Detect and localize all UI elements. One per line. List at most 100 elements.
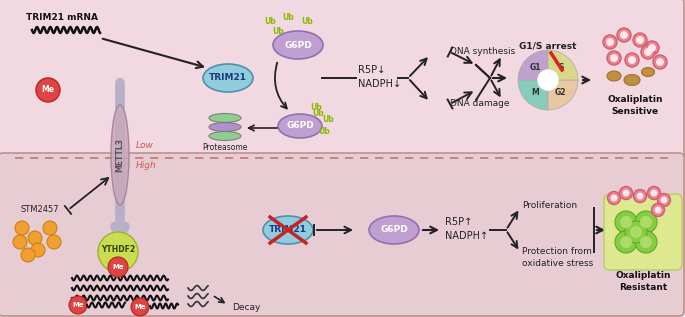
Circle shape <box>610 54 618 62</box>
Text: TRIM21: TRIM21 <box>209 74 247 82</box>
Circle shape <box>608 191 621 204</box>
Circle shape <box>658 193 671 206</box>
Text: oxidative stress: oxidative stress <box>522 258 593 268</box>
Text: Me: Me <box>134 304 146 310</box>
Text: Sensitive: Sensitive <box>612 107 658 117</box>
Circle shape <box>13 235 27 249</box>
Text: DNA synthesis: DNA synthesis <box>450 48 515 56</box>
Circle shape <box>635 231 657 253</box>
Circle shape <box>630 226 642 238</box>
Ellipse shape <box>607 71 621 81</box>
Circle shape <box>645 41 659 55</box>
Circle shape <box>651 204 664 217</box>
FancyBboxPatch shape <box>0 0 684 160</box>
Text: Ub: Ub <box>272 27 284 36</box>
Circle shape <box>648 44 656 52</box>
Circle shape <box>656 58 664 66</box>
Circle shape <box>15 221 29 235</box>
Circle shape <box>636 192 643 199</box>
Text: Resistant: Resistant <box>619 282 667 292</box>
Circle shape <box>644 48 652 56</box>
Text: DNA damage: DNA damage <box>450 100 510 108</box>
Circle shape <box>47 235 61 249</box>
Text: Me: Me <box>42 86 55 94</box>
Circle shape <box>653 55 667 69</box>
Circle shape <box>615 211 637 233</box>
Circle shape <box>36 78 60 102</box>
Circle shape <box>640 236 652 248</box>
Text: TRIM21: TRIM21 <box>269 225 307 235</box>
Circle shape <box>69 296 87 314</box>
Ellipse shape <box>263 216 313 244</box>
Ellipse shape <box>273 31 323 59</box>
Circle shape <box>21 248 35 262</box>
Text: Ub: Ub <box>282 12 294 22</box>
Ellipse shape <box>641 68 654 76</box>
Text: Ub: Ub <box>318 127 330 137</box>
Circle shape <box>607 51 621 65</box>
Ellipse shape <box>624 74 640 86</box>
Circle shape <box>651 190 658 197</box>
Text: High: High <box>136 160 157 170</box>
Text: YTHDF2: YTHDF2 <box>101 245 135 255</box>
Wedge shape <box>548 50 578 80</box>
Text: G1/S arrest: G1/S arrest <box>519 42 577 50</box>
Circle shape <box>660 197 667 204</box>
Text: Ub: Ub <box>310 103 322 113</box>
Text: Proliferation: Proliferation <box>522 202 577 210</box>
Circle shape <box>647 186 660 199</box>
Text: G6PD: G6PD <box>286 121 314 131</box>
Circle shape <box>131 298 149 316</box>
Text: Proteasome: Proteasome <box>202 144 248 152</box>
Ellipse shape <box>209 113 241 122</box>
FancyBboxPatch shape <box>604 194 682 270</box>
Circle shape <box>625 53 639 67</box>
Text: R5P↓: R5P↓ <box>358 65 385 75</box>
Ellipse shape <box>369 216 419 244</box>
Text: G1: G1 <box>530 63 541 72</box>
Ellipse shape <box>278 114 322 138</box>
Text: Ub: Ub <box>322 115 334 125</box>
Circle shape <box>620 236 632 248</box>
FancyBboxPatch shape <box>0 153 684 316</box>
Circle shape <box>610 195 617 202</box>
Circle shape <box>641 45 655 59</box>
Ellipse shape <box>111 105 129 205</box>
Text: NADPH↓: NADPH↓ <box>358 79 401 89</box>
Circle shape <box>625 221 647 243</box>
Text: G6PD: G6PD <box>380 225 408 235</box>
Circle shape <box>633 33 647 47</box>
Circle shape <box>617 28 631 42</box>
Text: Protection from: Protection from <box>522 248 592 256</box>
Circle shape <box>635 211 657 233</box>
Circle shape <box>623 190 630 197</box>
Ellipse shape <box>209 122 241 132</box>
Circle shape <box>654 206 662 214</box>
Circle shape <box>628 56 636 64</box>
Ellipse shape <box>209 132 241 140</box>
Circle shape <box>28 231 42 245</box>
Circle shape <box>620 216 632 228</box>
Circle shape <box>640 216 652 228</box>
Wedge shape <box>548 80 578 110</box>
Circle shape <box>619 186 632 199</box>
Text: STM2457: STM2457 <box>20 205 59 215</box>
Wedge shape <box>518 80 548 110</box>
Text: TRIM21 mRNA: TRIM21 mRNA <box>26 14 98 23</box>
Text: Oxaliplatin: Oxaliplatin <box>607 95 663 105</box>
Circle shape <box>603 35 617 49</box>
Circle shape <box>538 70 558 90</box>
Circle shape <box>43 221 57 235</box>
Circle shape <box>636 36 644 44</box>
Text: NADPH↑: NADPH↑ <box>445 231 488 241</box>
Text: G2: G2 <box>555 88 566 97</box>
Circle shape <box>606 38 614 46</box>
Circle shape <box>634 190 647 203</box>
Circle shape <box>615 231 637 253</box>
Text: Ub: Ub <box>312 108 324 118</box>
Circle shape <box>108 257 128 277</box>
Text: M: M <box>532 88 539 97</box>
Text: G6PD: G6PD <box>284 41 312 49</box>
Text: R5P↑: R5P↑ <box>445 217 472 227</box>
Text: METTL3: METTL3 <box>116 138 125 172</box>
